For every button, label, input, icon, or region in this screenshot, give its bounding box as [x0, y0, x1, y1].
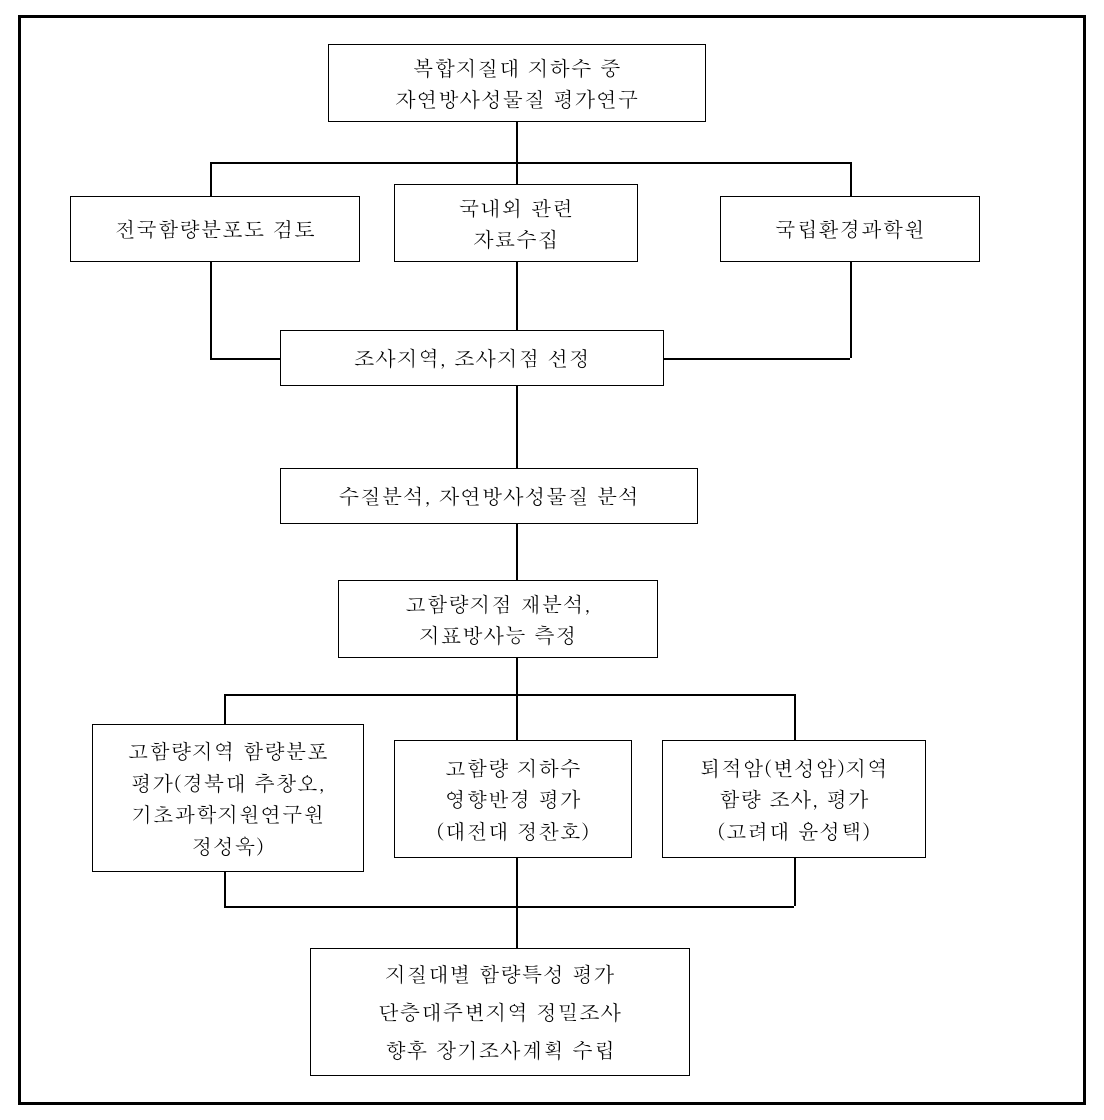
node-text-line: 기초과학지원연구원 — [131, 798, 325, 830]
node-text-line: 고함량지점 재분석, — [405, 588, 591, 620]
connector-line — [794, 694, 796, 740]
connector-line — [516, 658, 518, 694]
node-text-line: 지질대별 함량특성 평가 — [385, 955, 615, 993]
node-row3: 조사지역, 조사지점 선정 — [280, 330, 664, 386]
node-text-line: 자료수집 — [473, 223, 559, 255]
connector-line — [224, 694, 226, 724]
node-text-line: 고함량지역 함량분포 — [128, 735, 329, 767]
connector-line — [224, 694, 794, 696]
connector-line — [516, 162, 518, 184]
node-text-line: 수질분석, 자연방사성물질 분석 — [338, 480, 639, 512]
connector-line — [516, 262, 518, 330]
node-text-line: 복합지질대 지하수 중 — [413, 52, 622, 84]
connector-line — [850, 162, 852, 196]
node-text-line: 국내외 관련 — [459, 192, 574, 224]
node-text-line: (고려대 윤성택) — [717, 815, 870, 847]
connector-line — [224, 872, 226, 906]
node-text-line: 조사지역, 조사지점 선정 — [354, 342, 591, 374]
connector-line — [516, 694, 518, 740]
node-row2-mid: 국내외 관련 자료수집 — [394, 184, 638, 262]
node-text-line: 단층대주변지역 정밀조사 — [378, 993, 622, 1031]
node-text-line: 전국함량분포도 검토 — [115, 213, 316, 245]
node-text-line: 퇴적암(변성암)지역 — [700, 752, 889, 784]
connector-line — [516, 386, 518, 468]
outer-border — [18, 15, 1086, 1105]
node-row6-left: 고함량지역 함량분포 평가(경북대 추창오, 기초과학지원연구원 정성욱) — [92, 724, 364, 872]
connector-line — [516, 524, 518, 580]
node-text-line: 영향반경 평가 — [445, 783, 582, 815]
node-row4: 수질분석, 자연방사성물질 분석 — [280, 468, 698, 524]
node-text-line: 지표방사능 측정 — [419, 619, 577, 651]
node-row5: 고함량지점 재분석, 지표방사능 측정 — [338, 580, 658, 658]
node-row2-right: 국립환경과학원 — [720, 196, 980, 262]
connector-line — [850, 262, 852, 358]
connector-line — [516, 906, 518, 948]
connector-line — [516, 122, 518, 162]
connector-line — [516, 858, 518, 906]
connector-line — [210, 162, 850, 164]
node-row6-mid: 고함량 지하수 영향반경 평가 (대전대 정찬호) — [394, 740, 632, 858]
connector-line — [794, 858, 796, 906]
node-row2-left: 전국함량분포도 검토 — [70, 196, 360, 262]
node-row6-right: 퇴적암(변성암)지역 함량 조사, 평가 (고려대 윤성택) — [662, 740, 926, 858]
connector-line — [664, 358, 850, 360]
node-text-line: (대전대 정찬호) — [436, 815, 589, 847]
node-top: 복합지질대 지하수 중 자연방사성물질 평가연구 — [328, 44, 706, 122]
connector-line — [224, 906, 794, 908]
node-text-line: 고함량 지하수 — [445, 752, 582, 784]
node-text-line: 향후 장기조사계획 수립 — [385, 1031, 615, 1069]
node-text-line: 자연방사성물질 평가연구 — [395, 83, 639, 115]
node-text-line: 정성욱) — [192, 830, 265, 862]
connector-line — [210, 358, 280, 360]
node-text-line: 국립환경과학원 — [775, 213, 926, 245]
node-text-line: 평가(경북대 추창오, — [131, 767, 326, 799]
node-bottom: 지질대별 함량특성 평가 단층대주변지역 정밀조사 향후 장기조사계획 수립 — [310, 948, 690, 1076]
node-text-line: 함량 조사, 평가 — [719, 783, 870, 815]
connector-line — [210, 262, 212, 358]
connector-line — [210, 162, 212, 196]
